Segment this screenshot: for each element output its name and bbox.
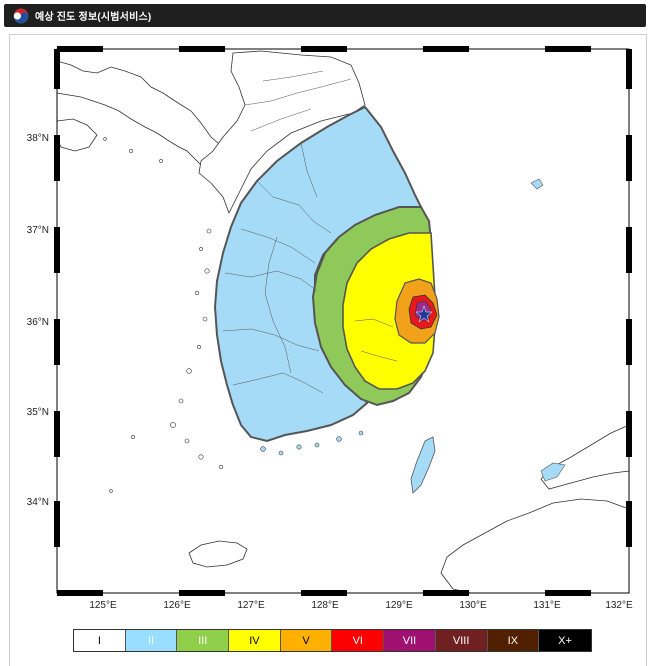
- lon-label: 130°E: [459, 600, 487, 611]
- north-korea: [198, 50, 366, 214]
- legend-item: II: [125, 630, 178, 651]
- legend-item: III: [177, 630, 230, 651]
- ulleung-island: [530, 178, 544, 190]
- epicenter-star-icon: [415, 305, 433, 323]
- lon-label: 125°E: [89, 600, 117, 611]
- lon-label: 132°E: [605, 600, 633, 611]
- legend-item: V: [280, 630, 333, 651]
- map-frame-border: [54, 46, 632, 596]
- lon-label: 127°E: [237, 600, 265, 611]
- page-title: 예상 진도 정보(시범서비스): [35, 12, 152, 23]
- intensity-map[interactable]: 38°N 37°N 36°N 35°N 34°N 125°E 126°E 127…: [10, 35, 646, 666]
- lat-label: 35°N: [27, 407, 49, 418]
- west-coast-islands: [103, 137, 224, 493]
- title-bar: 예상 진도 정보(시범서비스): [4, 4, 646, 27]
- province-lines-south: [222, 142, 398, 394]
- south-coast-islands: [260, 430, 364, 456]
- lat-label: 34°N: [27, 497, 49, 508]
- intensity-legend: I II III IV V VI VII VIII IX X+: [73, 629, 592, 652]
- legend-item: X+: [539, 630, 591, 651]
- map-panel: 38°N 37°N 36°N 35°N 34°N 125°E 126°E 127…: [9, 34, 647, 666]
- legend-item: VIII: [435, 630, 488, 651]
- legend-item: IX: [487, 630, 540, 651]
- legend-item: IV: [229, 630, 281, 651]
- tsushima-island: [410, 436, 436, 494]
- lon-label: 129°E: [385, 600, 413, 611]
- lon-label: 126°E: [163, 600, 191, 611]
- legend-item: I: [74, 630, 126, 651]
- taegeuk-logo-icon: [13, 8, 29, 23]
- lon-label: 128°E: [311, 600, 339, 611]
- lon-label: 131°E: [533, 600, 561, 611]
- province-lines-north: [244, 70, 352, 132]
- jeju-island: [188, 540, 248, 568]
- legend-item: VI: [332, 630, 385, 651]
- lat-label: 38°N: [27, 133, 49, 144]
- lat-label: 36°N: [27, 317, 49, 328]
- legend-item: VII: [384, 630, 436, 651]
- lat-label: 37°N: [27, 225, 49, 236]
- japan-strait-island: [540, 462, 566, 482]
